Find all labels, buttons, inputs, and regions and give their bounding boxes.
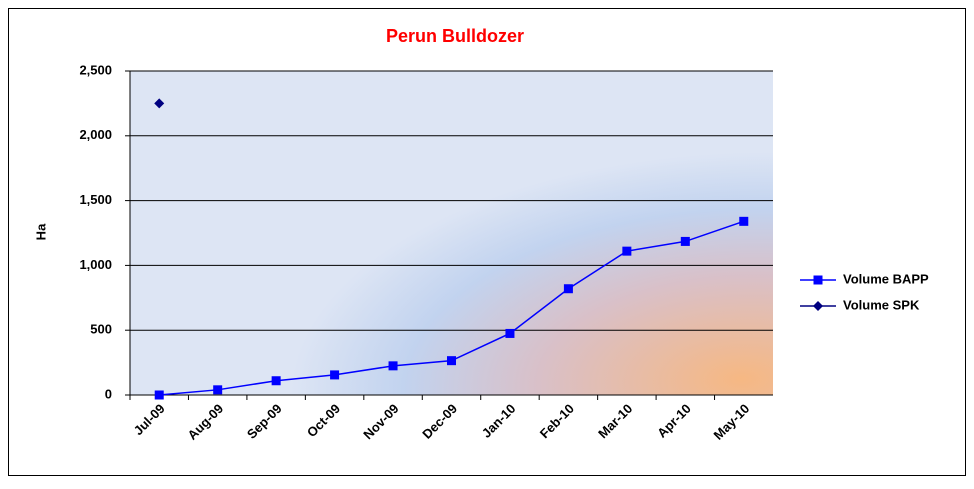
data-point bbox=[154, 390, 164, 400]
y-tick-label: 2,000 bbox=[79, 127, 112, 142]
data-point bbox=[330, 370, 340, 380]
legend-label: Volume SPK bbox=[843, 297, 920, 312]
data-point bbox=[271, 376, 281, 386]
plot-area bbox=[130, 71, 773, 395]
data-point bbox=[505, 328, 515, 338]
data-point bbox=[213, 385, 223, 395]
legend-marker bbox=[813, 301, 823, 311]
y-tick-label: 1,000 bbox=[79, 257, 112, 272]
data-point bbox=[388, 361, 398, 371]
chart-title: Perun Bulldozer bbox=[386, 26, 524, 46]
y-tick-label: 2,500 bbox=[79, 62, 112, 77]
legend-label: Volume BAPP bbox=[843, 271, 929, 286]
legend-marker bbox=[813, 275, 823, 285]
y-tick-label: 500 bbox=[90, 322, 112, 337]
y-tick-label: 1,500 bbox=[79, 192, 112, 207]
data-point bbox=[622, 246, 632, 256]
data-point bbox=[563, 284, 573, 294]
y-tick-label: 0 bbox=[105, 386, 112, 401]
data-point bbox=[447, 356, 456, 366]
data-point bbox=[680, 236, 690, 246]
y-axis-label: Ha bbox=[33, 223, 48, 240]
data-point bbox=[154, 98, 165, 109]
data-point bbox=[739, 216, 749, 226]
